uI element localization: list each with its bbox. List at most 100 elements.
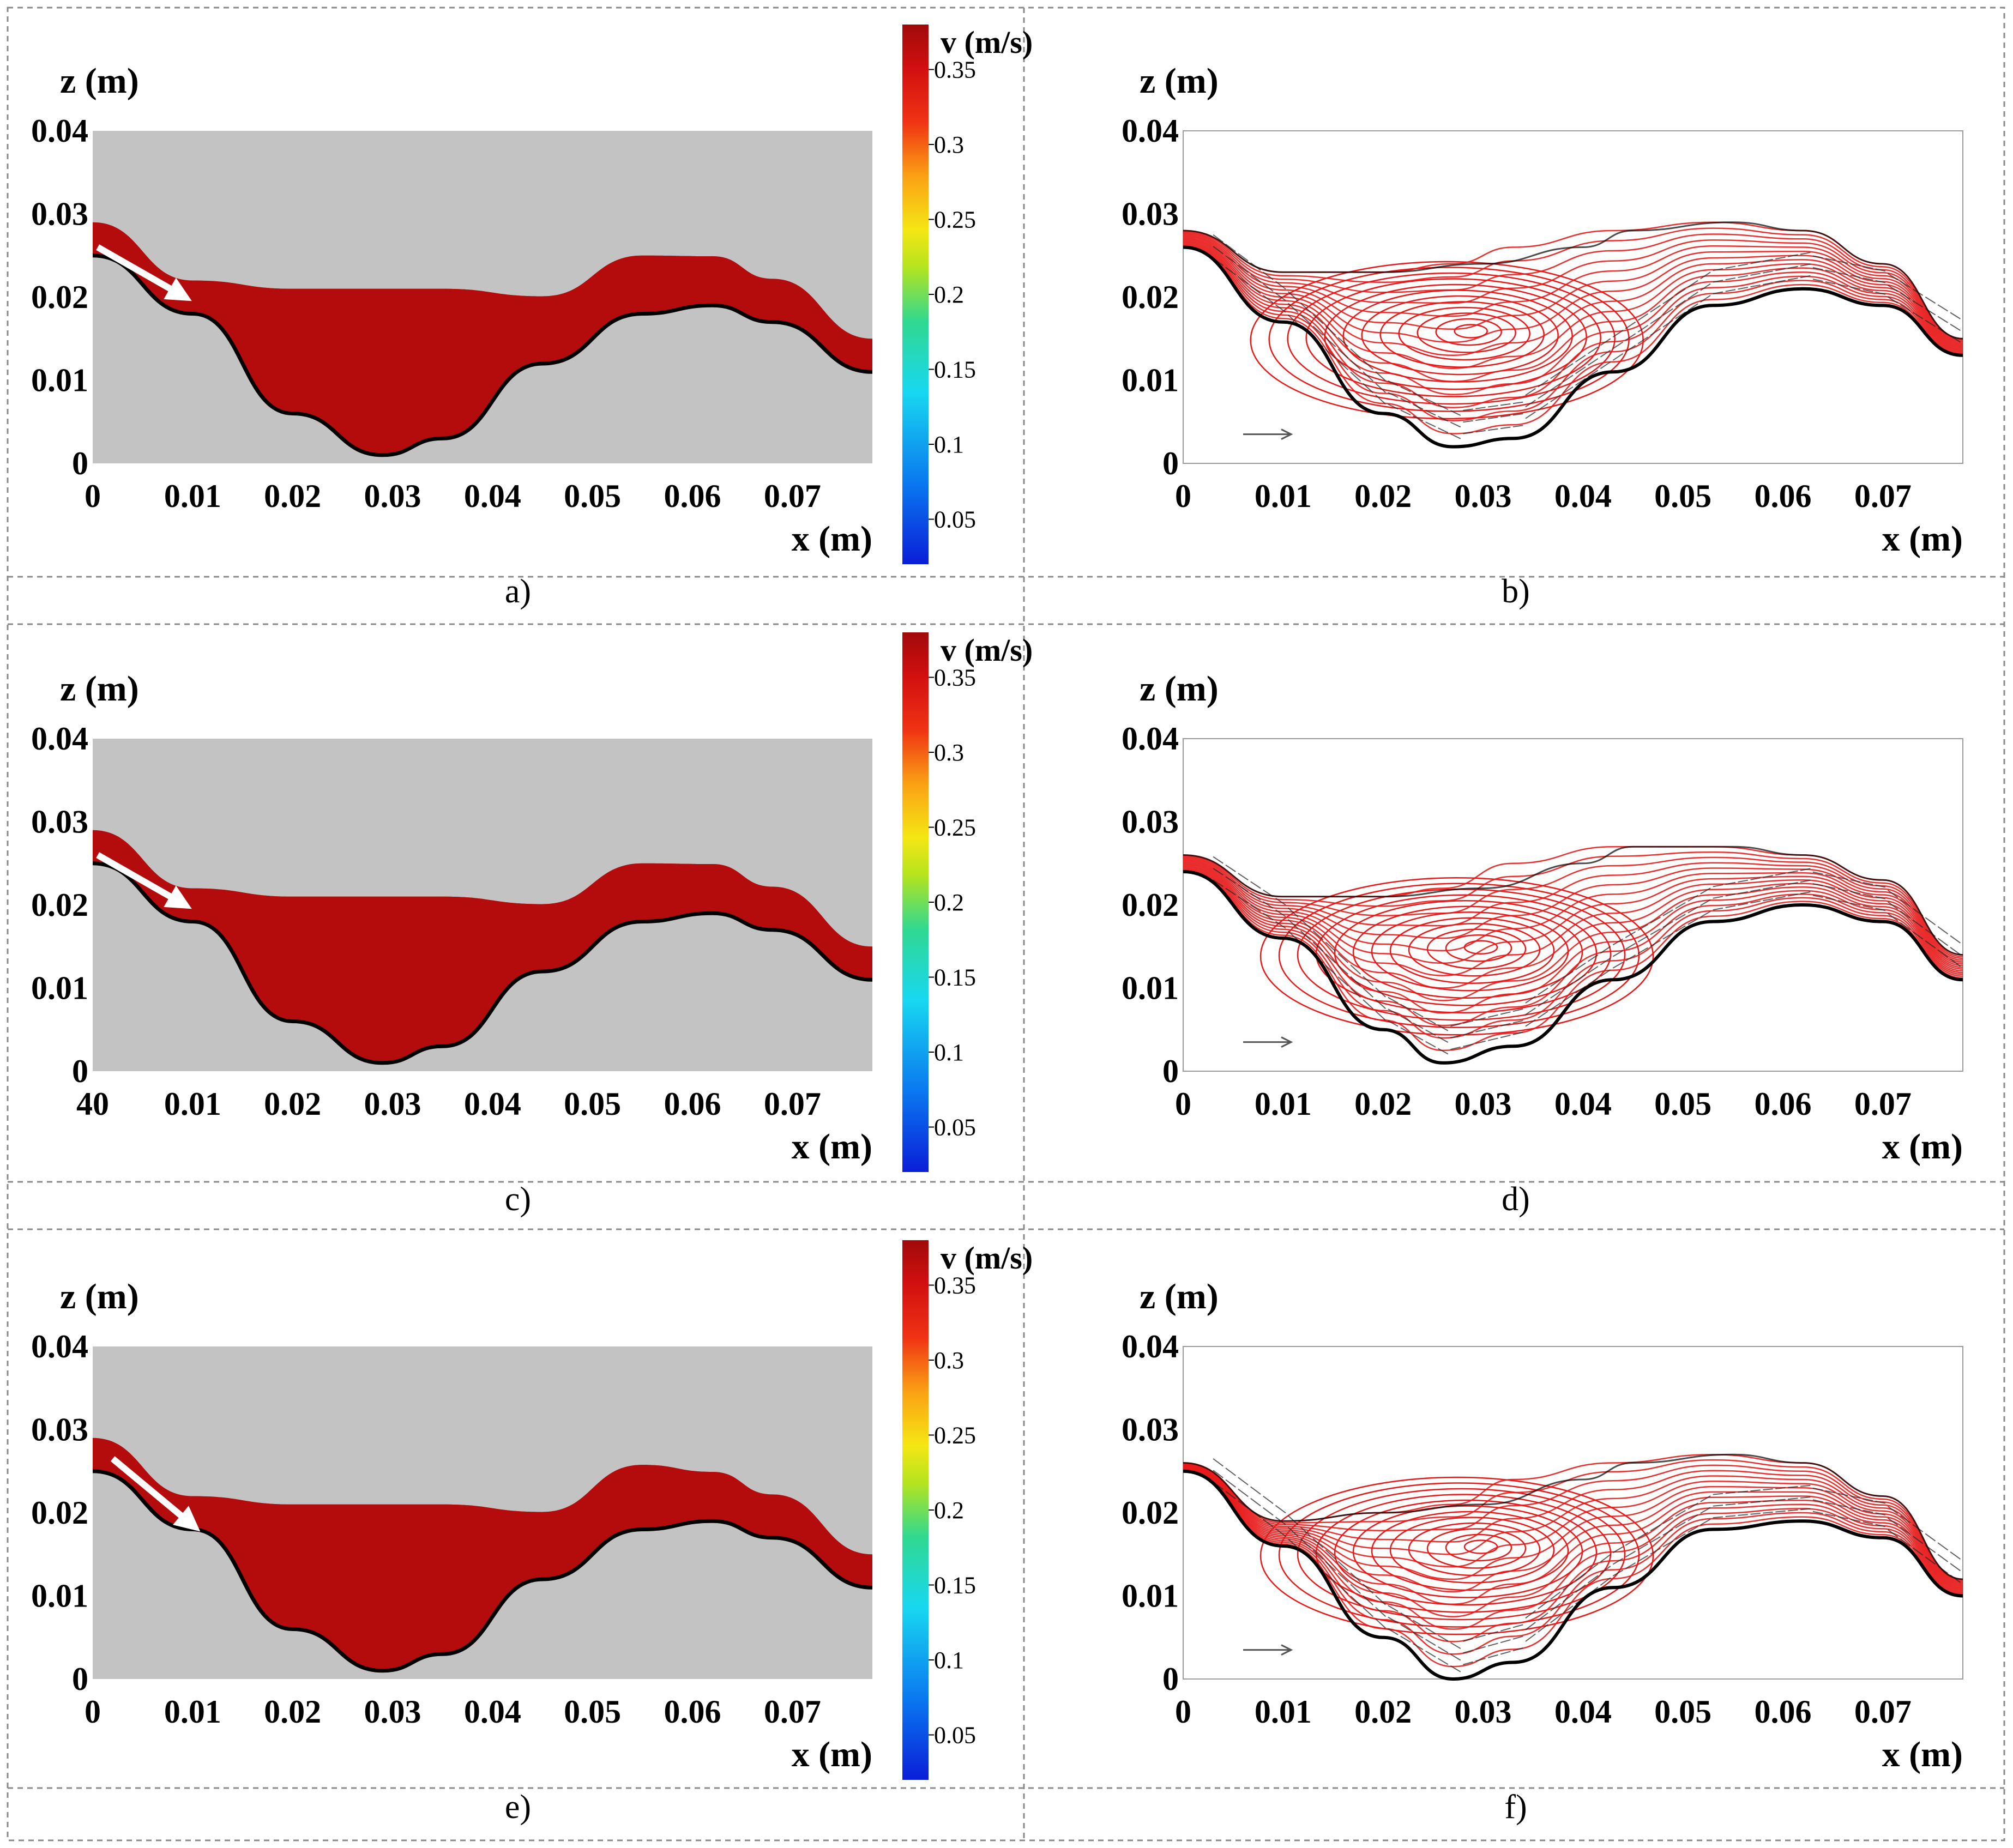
vortex-loop <box>1371 911 1569 992</box>
velocity-vector <box>1512 1624 1523 1628</box>
y-tick-label: 0.03 <box>31 804 88 840</box>
velocity-vector <box>1750 273 1761 276</box>
velocity-vector <box>1637 947 1649 955</box>
velocity-vector <box>1550 979 1561 987</box>
velocity-vector <box>1700 1495 1711 1502</box>
velocity-vector <box>1575 1584 1586 1593</box>
colorbar-title: v (m/s) <box>941 1240 1033 1276</box>
velocity-vector <box>1900 304 1911 312</box>
colorbar-tick-label: 0.25 <box>934 1422 976 1449</box>
velocity-vector <box>1350 371 1361 382</box>
velocity-vector <box>1463 1020 1473 1024</box>
colorbar-tick-label: 0.25 <box>934 207 976 233</box>
velocity-vector <box>1887 285 1899 292</box>
velocity-vector <box>1538 379 1548 388</box>
velocity-vector <box>1238 884 1249 892</box>
velocity-vector <box>1900 910 1911 919</box>
x-tick-label: 0.02 <box>1354 1086 1412 1122</box>
y-axis-title: z (m) <box>60 669 139 709</box>
velocity-vector <box>1325 348 1336 359</box>
y-tick-labels: 0 0.01 0.02 0.03 0.04 <box>1122 721 1179 1089</box>
velocity-vector <box>1713 884 1723 887</box>
velocity-vector <box>1263 1495 1274 1505</box>
velocity-vector <box>1650 928 1661 935</box>
velocity-vector <box>1300 930 1311 941</box>
inlet-arrow <box>110 1456 190 1524</box>
velocity-vector <box>1863 881 1873 885</box>
y-tick-label: 0.04 <box>1122 721 1179 757</box>
x-axis-title: x (m) <box>792 1127 872 1167</box>
velocity-vector <box>1450 421 1461 428</box>
vortex-loop <box>1287 272 1616 405</box>
velocity-vector <box>1450 1023 1461 1027</box>
velocity-vector <box>1475 1658 1486 1662</box>
vortex-loop <box>1297 1488 1626 1621</box>
velocity-vector <box>1687 895 1698 902</box>
velocity-vector <box>1275 304 1286 313</box>
wall-profile-line <box>92 253 873 457</box>
velocity-vector <box>1275 1528 1286 1537</box>
velocity-vector <box>1450 433 1461 439</box>
velocity-vector <box>1425 1639 1436 1646</box>
velocity-vector <box>1687 1514 1698 1521</box>
velocity-vector <box>1512 413 1523 416</box>
velocity-vector <box>1775 1487 1786 1489</box>
velocity-vector <box>1287 291 1299 301</box>
x-axis-title: x (m) <box>1882 519 1963 559</box>
velocity-vector <box>1312 941 1324 952</box>
velocity-vector <box>1837 1516 1848 1520</box>
velocity-vector <box>1400 1015 1411 1022</box>
velocity-vector <box>1563 1582 1574 1591</box>
velocity-vector <box>1850 1495 1861 1499</box>
colorbar-tick-label: 0.2 <box>934 281 964 308</box>
velocity-vector <box>1675 925 1686 933</box>
velocity-vector <box>1250 274 1261 282</box>
velocity-vector <box>1800 263 1811 267</box>
velocity-vector <box>1825 1513 1836 1517</box>
vortex-loop <box>1454 324 1488 339</box>
velocity-vector <box>1925 319 1936 327</box>
velocity-vector <box>1887 1529 1899 1538</box>
y-tick-label: 0.02 <box>1122 1495 1179 1531</box>
velocity-vector <box>1475 1040 1486 1044</box>
velocity-vector <box>1713 1505 1723 1507</box>
velocity-vector <box>1925 940 1936 949</box>
velocity-vector <box>1487 1654 1498 1658</box>
vortex-loop <box>1342 289 1573 383</box>
velocity-vector <box>1563 375 1574 383</box>
x-tick-label: 0.03 <box>1455 1694 1512 1730</box>
velocity-vector <box>1375 394 1386 405</box>
velocity-vector <box>1413 392 1424 398</box>
velocity-vector <box>1563 363 1574 371</box>
velocity-vector <box>1912 1547 1924 1556</box>
velocity-vector <box>1625 1539 1636 1546</box>
vortex-loop <box>1315 894 1612 1013</box>
velocity-vector <box>1525 400 1536 408</box>
velocity-vector <box>1662 1529 1673 1536</box>
velocity-vector <box>1375 371 1386 382</box>
velocity-vector <box>1350 1584 1361 1595</box>
x-tick-label: 0 <box>85 1694 101 1730</box>
velocity-vector <box>1912 920 1924 928</box>
velocity-vector <box>1600 946 1611 954</box>
x-tick-label: 0.06 <box>1755 478 1812 514</box>
velocity-vector <box>1475 1646 1486 1650</box>
velocity-vector <box>1787 893 1798 897</box>
velocity-vector <box>1363 1595 1374 1606</box>
colorbar-title: v (m/s) <box>941 632 1033 668</box>
velocity-vector <box>1763 886 1773 890</box>
x-tick-label: 0.05 <box>1654 478 1711 514</box>
velocity-vector <box>1463 1043 1473 1047</box>
velocity-vector <box>1837 272 1848 276</box>
velocity-vector <box>1650 940 1661 947</box>
velocity-vector <box>1350 1572 1361 1583</box>
velocity-vector <box>1850 263 1861 267</box>
x-tick-label: 0.06 <box>1755 1694 1812 1730</box>
velocity-vector <box>1250 1486 1261 1495</box>
velocity-vector <box>1250 881 1261 889</box>
velocity-vector <box>1775 256 1786 260</box>
velocity-vector <box>1350 976 1361 987</box>
velocity-vector <box>1687 292 1698 299</box>
velocity-vector <box>1775 268 1786 271</box>
vortex-loop <box>1417 312 1516 353</box>
